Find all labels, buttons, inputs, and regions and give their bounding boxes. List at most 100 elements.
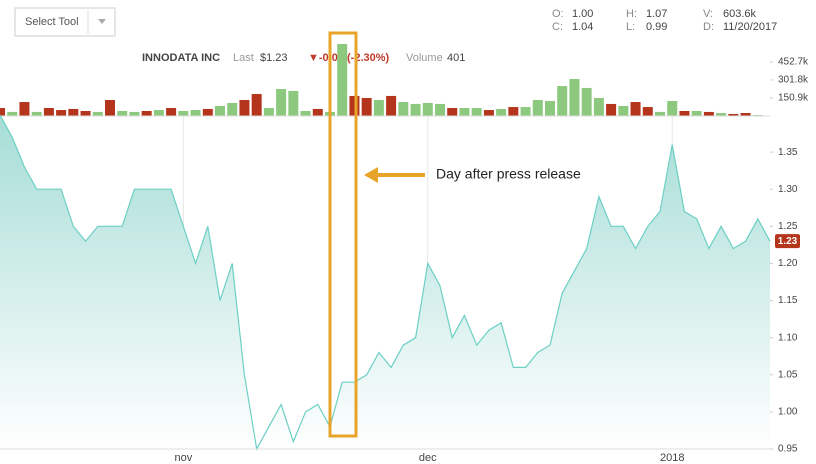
x-tick-label: dec [419, 452, 437, 464]
volume-bar [386, 95, 397, 116]
x-tick-label: nov [174, 452, 192, 464]
last-price-tag [775, 234, 800, 249]
stat-value: 11/20/2017 [723, 21, 777, 33]
y-tick-label: 1.20 [778, 258, 798, 269]
volume-bar [202, 108, 213, 116]
stat-key: L: [626, 21, 635, 33]
volume-bar [630, 102, 641, 116]
y-tick-label: 1.15 [778, 295, 798, 306]
y-tick-label: 1.35 [778, 147, 798, 158]
volume-bar [80, 110, 91, 116]
select-tool[interactable] [14, 7, 116, 37]
volume-bar [361, 97, 372, 116]
volume-bar [215, 105, 225, 116]
plot: 150.9k 301.8k 452.7k nov dec 2018 0.95 1.00 1.05… [0, 43, 809, 464]
volume-bar [31, 111, 42, 116]
select-tool-label: Select Tool [25, 16, 79, 28]
annotation: Day after press release [436, 166, 581, 182]
volume-bar [520, 107, 531, 116]
volume-bar [667, 100, 678, 116]
volume-bar [435, 103, 445, 116]
volume-bar [557, 86, 568, 116]
volume-bar [7, 111, 18, 116]
last-price-label: 1.23 [778, 236, 798, 247]
volume-bar [532, 100, 543, 116]
volume-label: Volume [406, 52, 443, 64]
stat-key: V: [703, 8, 713, 20]
y-tick-label: 0.95 [778, 444, 798, 455]
volume-bar [227, 102, 238, 116]
volume-bar [691, 110, 702, 116]
volume-bar [728, 113, 739, 116]
volume-bar [496, 108, 507, 116]
volume-bar [569, 79, 580, 116]
volume-bar [471, 108, 482, 116]
volume-bar [166, 108, 177, 116]
x-tick-label: 2018 [660, 452, 684, 464]
volume-bar [129, 111, 140, 116]
volume-bar [300, 110, 311, 116]
volume-bar [190, 110, 201, 116]
volume-bar [68, 108, 79, 116]
volume-bar [703, 111, 714, 116]
volume-bar [740, 113, 751, 116]
volume-bar [0, 108, 5, 116]
y-tick-label: 1.25 [778, 221, 798, 232]
highlight-box [328, 31, 358, 438]
volume-bar [43, 108, 54, 116]
y-tick-label: 1.30 [778, 184, 798, 195]
volume-bar [398, 102, 409, 116]
volume-bar [141, 110, 152, 116]
volume-bar [410, 103, 421, 116]
volume-bar [105, 100, 115, 116]
arrow-head [364, 167, 378, 183]
price-area [0, 115, 770, 449]
y-tick-label: 150.9k [778, 93, 809, 104]
volume-bar [606, 103, 617, 116]
volume-bar [56, 110, 67, 116]
y-tick-label: 1.00 [778, 407, 798, 418]
stat-key: C: [552, 21, 563, 33]
caret [98, 19, 106, 24]
volume-bar [422, 102, 433, 116]
stat-key: D: [703, 21, 714, 33]
volume-bar [581, 87, 592, 116]
volume-bar [593, 97, 604, 116]
volume-bar [178, 110, 189, 116]
y-tick-label: 452.7k [778, 57, 809, 68]
volume-bar [153, 110, 164, 116]
volume-bar [337, 43, 348, 116]
price-change: ▼-0.03 (-2.30%) [308, 52, 390, 64]
volume-bar [679, 110, 690, 116]
volume-bar [251, 94, 262, 116]
volume-bar [716, 113, 727, 116]
volume-bar [312, 108, 323, 116]
volume-bar [508, 107, 519, 116]
volume-bar [239, 100, 250, 116]
y-tick-label: 301.8k [778, 75, 809, 86]
volume-bar [447, 108, 458, 116]
y-tick-label: 1.10 [778, 332, 798, 343]
volume-bar [276, 89, 287, 116]
volume-bar [373, 100, 384, 116]
volume-bar [92, 111, 103, 116]
stock-name: INNODATA INC [142, 52, 220, 64]
stat-key: O: [552, 8, 564, 20]
volume-bar [288, 90, 299, 116]
stat-value: 1.00 [572, 8, 593, 20]
ohlc-stats: O: 1.00 C: 1.04 H: 1.07 L: 0.99 V: 603.6k D: 11/20/… [552, 8, 777, 33]
price-line [0, 114, 771, 451]
volume-bar [349, 95, 360, 116]
volume-bar [642, 107, 653, 116]
last-label: Last [233, 52, 254, 64]
volume-value: 401 [447, 52, 465, 64]
volume-bar [618, 105, 629, 116]
volume-bar [459, 108, 470, 116]
stat-value: 0.99 [646, 21, 667, 33]
volume-bar [19, 102, 30, 116]
stat-value: 1.04 [572, 21, 593, 33]
stat-value: 1.07 [646, 8, 667, 20]
y-tick-label: 1.05 [778, 369, 798, 380]
stat-value: 603.6k [723, 8, 757, 20]
